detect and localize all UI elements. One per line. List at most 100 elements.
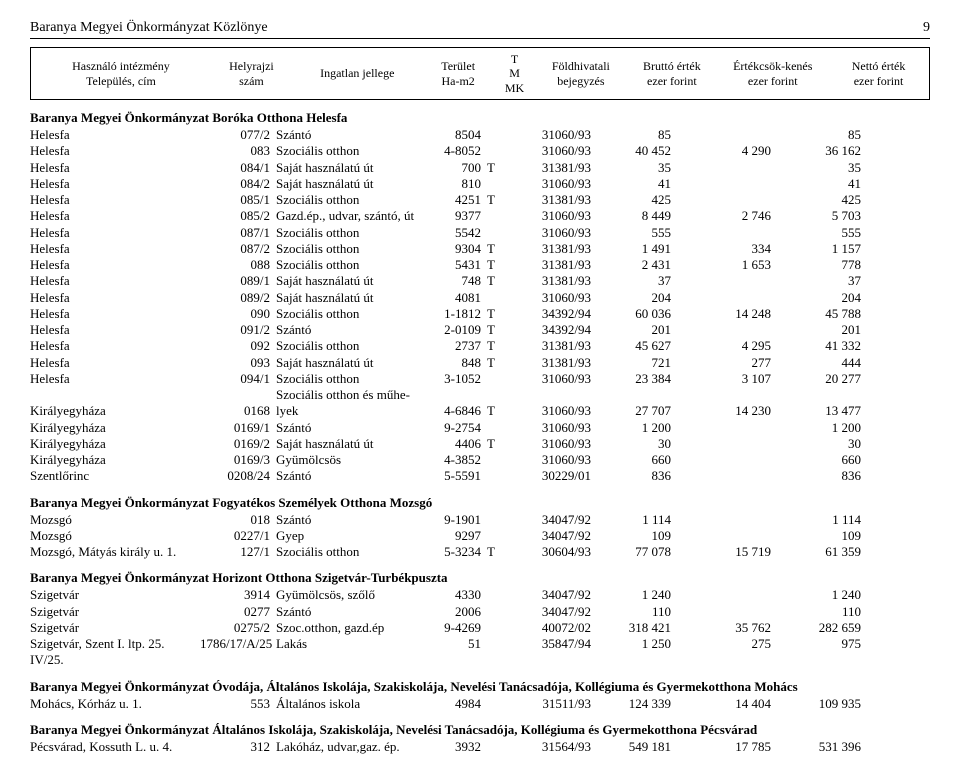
cell-c3: Szántó <box>276 604 426 620</box>
cell-c7: 1 250 <box>591 636 671 669</box>
cell-c7: 660 <box>591 452 671 468</box>
cell-c8 <box>671 322 771 338</box>
cell-c2: 085/2 <box>200 208 276 224</box>
cell-c6: 31564/93 <box>501 739 591 755</box>
cell-c4: 4-3852 <box>426 452 481 468</box>
cell-c9: 425 <box>771 192 861 208</box>
cell-c4: 5542 <box>426 225 481 241</box>
cell-c6: 31060/93 <box>501 208 591 224</box>
cell-c6: 34047/92 <box>501 528 591 544</box>
cell-c5 <box>481 528 501 544</box>
cell-c3: Lakóház, udvar,gaz. ép. <box>276 739 426 755</box>
cell-c8 <box>671 160 771 176</box>
cell-c5 <box>481 371 501 387</box>
table-row: Királyegyháza0169/1Szántó9-275431060/931… <box>30 420 930 436</box>
cell-c3: Szociális otthon <box>276 306 426 322</box>
cell-c1: Királyegyháza <box>30 420 200 436</box>
section-title: Baranya Megyei Önkormányzat Általános Is… <box>30 722 930 738</box>
cell-c7: 425 <box>591 192 671 208</box>
cell-c5 <box>481 620 501 636</box>
table-row: Királyegyháza0169/3Gyümölcsös4-385231060… <box>30 452 930 468</box>
cell-c8: 4 295 <box>671 338 771 354</box>
colhead: M <box>500 66 530 80</box>
cell-c6: 30604/93 <box>501 544 591 560</box>
cell-c1: Szigetvár <box>30 620 200 636</box>
cell-c1: Helesfa <box>30 306 200 322</box>
cell-c7: 23 384 <box>591 371 671 387</box>
cell-c8 <box>671 604 771 620</box>
cell-c1: Helesfa <box>30 208 200 224</box>
cell-c3: Szociális otthon <box>276 225 426 241</box>
table-row: Királyegyháza0169/2Saját használatú út44… <box>30 436 930 452</box>
cell-c7: 27 707 <box>591 403 671 419</box>
cell-c6: 31060/93 <box>501 127 591 143</box>
cell-c5: T <box>481 322 501 338</box>
cell-c2: 0275/2 <box>200 620 276 636</box>
page-number: 9 <box>923 20 930 36</box>
cell-c1: Királyegyháza <box>30 403 200 419</box>
cell-c5 <box>481 636 501 669</box>
cell-c9: 836 <box>771 468 861 484</box>
cell-c2: 0168 <box>200 403 276 419</box>
cell-c2: 087/1 <box>200 225 276 241</box>
cell-c6: 31381/93 <box>501 241 591 257</box>
sections-container: Baranya Megyei Önkormányzat Boróka Ottho… <box>30 110 930 755</box>
cell-c2: 093 <box>200 355 276 371</box>
cell-c1: Szigetvár <box>30 587 200 603</box>
cell-c7: 45 627 <box>591 338 671 354</box>
cell-c9: 109 <box>771 528 861 544</box>
page-header: Baranya Megyei Önkormányzat Közlönye 9 <box>30 20 930 39</box>
cell-c4: 8504 <box>426 127 481 143</box>
cell-c4: 4984 <box>426 696 481 712</box>
cell-c8: 3 107 <box>671 371 771 387</box>
colhead: ezer forint <box>632 74 711 88</box>
cell-c4: 4251 <box>426 192 481 208</box>
cell-c2: 3914 <box>200 587 276 603</box>
cell-c2: 092 <box>200 338 276 354</box>
cell-c9: 35 <box>771 160 861 176</box>
colhead: T <box>500 52 530 66</box>
table-row: Helesfa077/2Szántó850431060/938585 <box>30 127 930 143</box>
cell-c2: 0169/2 <box>200 436 276 452</box>
cell-c6: 31060/93 <box>501 452 591 468</box>
cell-c9: 61 359 <box>771 544 861 560</box>
cell-c3: Gyep <box>276 528 426 544</box>
cell-c8: 15 719 <box>671 544 771 560</box>
cell-c6: 34047/92 <box>501 512 591 528</box>
cell-c7: 201 <box>591 322 671 338</box>
cell-c9: 45 788 <box>771 306 861 322</box>
cell-c2: 0169/1 <box>200 420 276 436</box>
cell-c1: Helesfa <box>30 371 200 387</box>
cell-c4: 700 <box>426 160 481 176</box>
cell-c9: 555 <box>771 225 861 241</box>
colhead: Bruttó érték <box>632 59 711 73</box>
cell-c2: 084/2 <box>200 176 276 192</box>
cell-c3: Szociális otthon <box>276 241 426 257</box>
cell-c4: 3-1052 <box>426 371 481 387</box>
cell-c2: 089/1 <box>200 273 276 289</box>
cell-c3: Szántó <box>276 468 426 484</box>
table-row: Mohács, Kórház u. 1.553Általános iskola4… <box>30 696 930 712</box>
cell-c9: 778 <box>771 257 861 273</box>
table-row: Szigetvár3914Gyümölcsös, szőlő433034047/… <box>30 587 930 603</box>
cell-c8: 14 404 <box>671 696 771 712</box>
cell-c8 <box>671 176 771 192</box>
table-row: Királyegyháza0168lyek4-6846T31060/9327 7… <box>30 403 930 419</box>
cell-c7: 721 <box>591 355 671 371</box>
table-row: Helesfa085/1Szociális otthon4251T31381/9… <box>30 192 930 208</box>
cell-c1: Helesfa <box>30 225 200 241</box>
cell-c1: Helesfa <box>30 127 200 143</box>
cell-c8: 35 762 <box>671 620 771 636</box>
cell-c7: 549 181 <box>591 739 671 755</box>
table-row: Helesfa091/2Szántó2-0109T34392/94201201 <box>30 322 930 338</box>
cell-c6: 31060/93 <box>501 403 591 419</box>
cell-c9: 282 659 <box>771 620 861 636</box>
cell-c8: 275 <box>671 636 771 669</box>
cell-c5: T <box>481 436 501 452</box>
table-row: Helesfa088Szociális otthon5431T31381/932… <box>30 257 930 273</box>
cell-c8 <box>671 587 771 603</box>
cell-c6: 31511/93 <box>501 696 591 712</box>
cell-c3: Szociális otthon <box>276 192 426 208</box>
colhead: Település, cím <box>37 74 205 88</box>
cell-c6: 31060/93 <box>501 143 591 159</box>
